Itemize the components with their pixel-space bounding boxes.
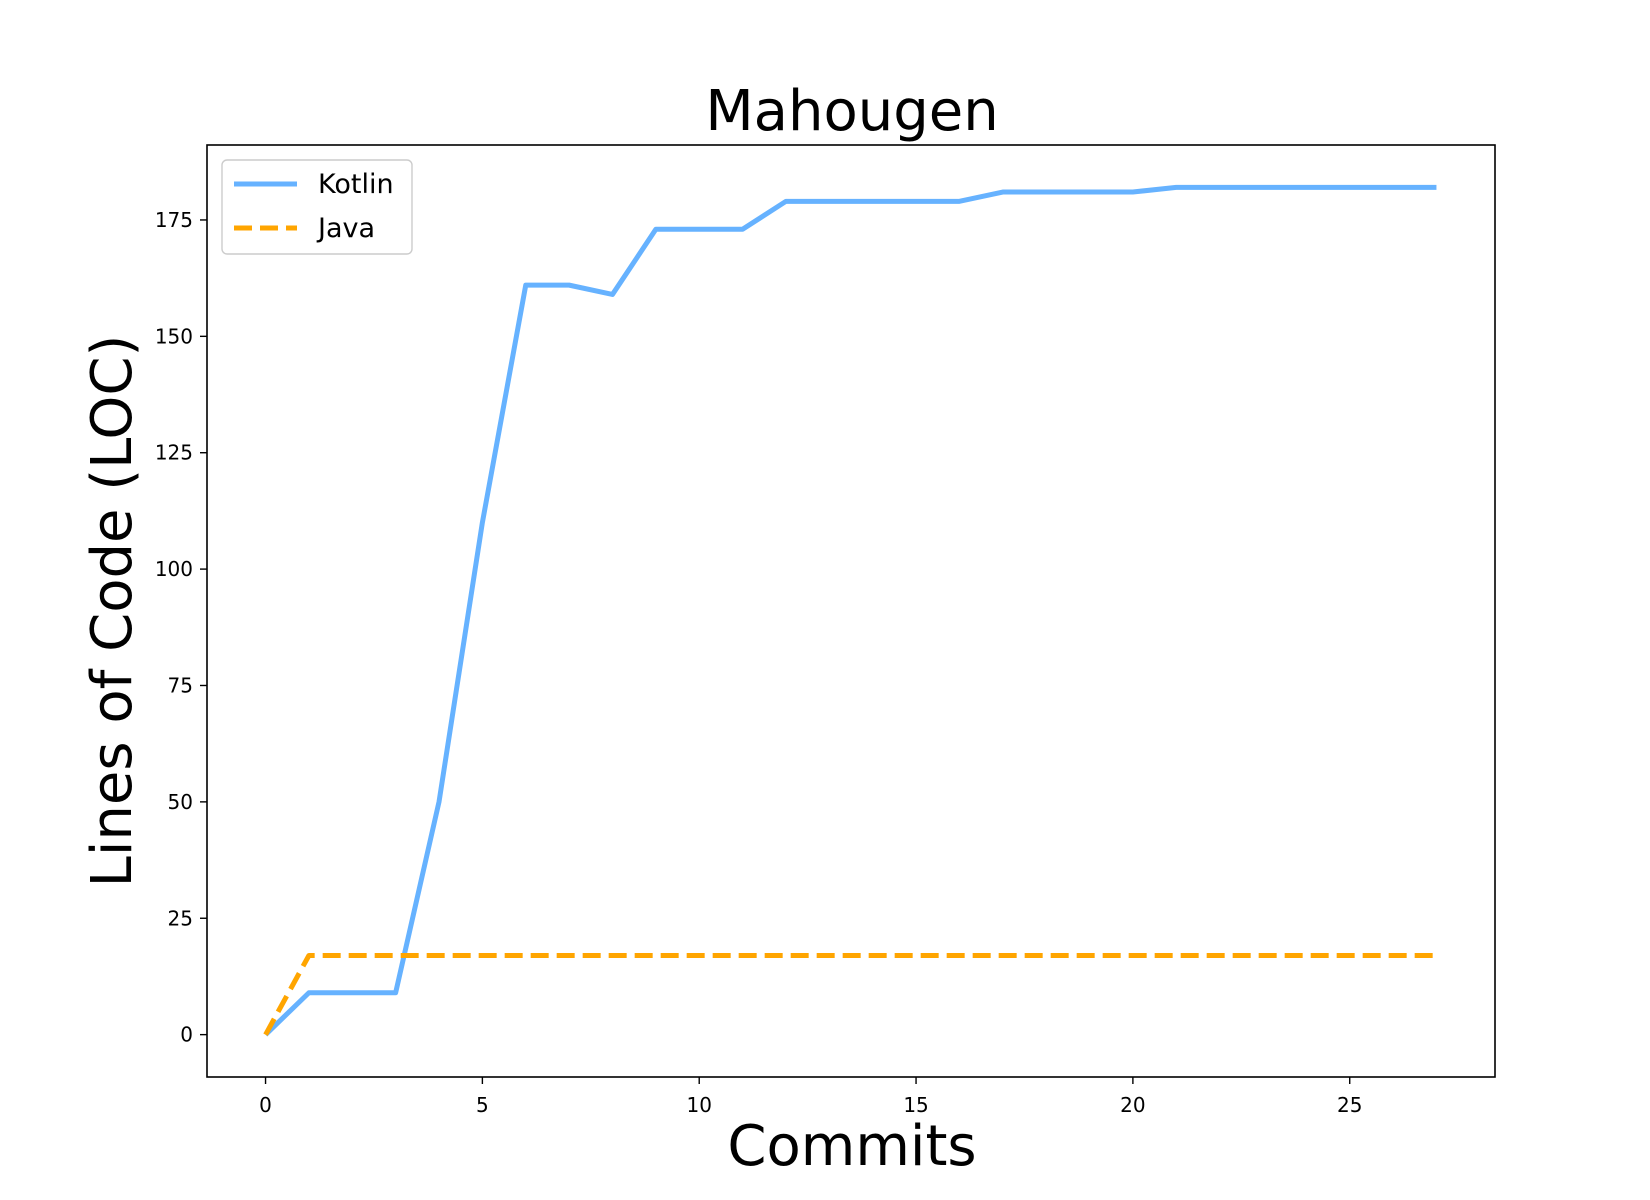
x-tick-label: 25 <box>1337 1093 1362 1117</box>
x-axis-label: Commits <box>727 1114 976 1179</box>
plot-frame <box>206 144 1496 1078</box>
x-tick-label: 15 <box>903 1093 928 1117</box>
y-tick-label: 125 <box>155 441 193 465</box>
legend: Kotlin Java <box>221 159 413 255</box>
plot-lines <box>263 184 1437 1037</box>
x-tick-label: 5 <box>476 1093 489 1117</box>
chart-title: Mahougen <box>705 79 998 144</box>
legend-label-java: Java <box>316 213 375 244</box>
x-tick-label: 20 <box>1120 1093 1145 1117</box>
x-tick-label: 10 <box>686 1093 711 1117</box>
y-axis-ticks: 0 25 50 75 100 125 150 175 <box>155 208 207 1047</box>
legend-label-kotlin: Kotlin <box>318 169 394 200</box>
y-tick-label: 50 <box>168 790 193 814</box>
y-tick-label: 100 <box>155 557 193 581</box>
x-tick-label: 0 <box>259 1093 272 1117</box>
y-axis-label: Lines of Code (LOC) <box>80 335 145 888</box>
y-tick-label: 25 <box>168 906 193 930</box>
y-tick-label: 0 <box>180 1023 193 1047</box>
x-axis-ticks: 0 5 10 15 20 25 <box>259 1077 1362 1117</box>
series-line-kotlin <box>263 184 1437 1037</box>
y-tick-label: 175 <box>155 208 193 232</box>
y-tick-label: 75 <box>168 673 193 697</box>
y-tick-label: 150 <box>155 324 193 348</box>
series-line-java <box>263 953 1437 1036</box>
